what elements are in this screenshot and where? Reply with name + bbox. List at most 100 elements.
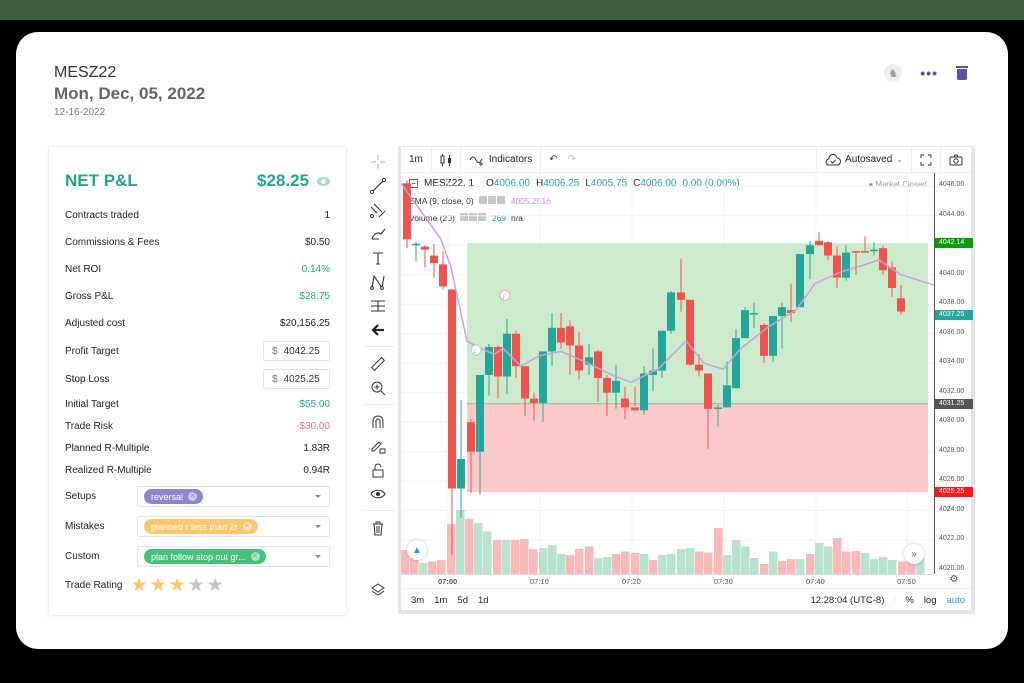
- brush-icon[interactable]: [368, 224, 388, 244]
- lock-drawing-icon[interactable]: [368, 436, 388, 456]
- custom-select[interactable]: plan follow stop out gr... ✕: [137, 546, 330, 567]
- mistake-tag: planned r less than 2r ✕: [144, 519, 258, 534]
- trading-chart: 1m Indicators ↶ ↷ Autosaved ⌄: [358, 146, 975, 614]
- crosshair-icon[interactable]: [368, 152, 388, 172]
- redo-icon[interactable]: ↷: [567, 154, 577, 165]
- stop-loss-row: Stop Loss $ 4025.25: [65, 369, 330, 389]
- net-pnl-title: NET P&L: [65, 171, 138, 190]
- price-tick: 4028.00: [939, 446, 965, 454]
- stat-value: $28.75: [299, 291, 330, 302]
- price-axis[interactable]: 4046.00 4044.00 4040.00 4038.00 4036.00 4034.…: [934, 173, 974, 574]
- entry-price-tag: 4031.25: [935, 398, 973, 409]
- undo-icon[interactable]: ↶: [549, 154, 558, 165]
- zoom-in-icon[interactable]: [368, 378, 388, 398]
- profit-target-input[interactable]: $ 4042.25: [263, 341, 330, 361]
- time-axis[interactable]: 07:00 07:10 07:20 07:30 07:40 07:50: [401, 574, 934, 588]
- trade-rating-label: Trade Rating: [65, 580, 123, 591]
- close-value: 4006.00: [640, 178, 677, 189]
- remove-tag-icon[interactable]: ✕: [188, 492, 198, 501]
- range-3m-button[interactable]: 3m: [411, 594, 425, 606]
- volume-legend: Volume (20) 269 n/a: [409, 213, 523, 223]
- stat-label: Initial Target: [65, 399, 119, 410]
- camera-icon[interactable]: [940, 146, 971, 173]
- legend-symbol[interactable]: MESZ22, 1: [424, 178, 475, 189]
- background: [0, 0, 1024, 20]
- profit-target-value: 4042.25: [283, 345, 320, 357]
- stat-label: Commissions & Fees: [65, 237, 160, 248]
- magnet-icon[interactable]: [368, 412, 388, 432]
- candle-type-icon[interactable]: [432, 146, 461, 173]
- unlock-icon[interactable]: [368, 460, 388, 480]
- stat-value: -$30.00: [296, 421, 330, 432]
- star-icon-filled[interactable]: ★: [168, 575, 186, 596]
- setups-select[interactable]: reversal ✕: [137, 486, 330, 507]
- range-1m-button[interactable]: 1m: [434, 594, 448, 606]
- star-icon-empty[interactable]: ★: [206, 575, 224, 596]
- stat-value: 1: [324, 210, 330, 221]
- back-arrow-icon[interactable]: [368, 320, 388, 340]
- more-options-button[interactable]: •••: [920, 65, 938, 81]
- chevron-down-icon[interactable]: [315, 555, 321, 558]
- indicators-button[interactable]: Indicators: [461, 146, 542, 173]
- stat-value: $0.50: [304, 237, 330, 248]
- toolbar-divider: [364, 510, 394, 511]
- trash-icon[interactable]: [368, 518, 388, 538]
- last-price-tag: 4037.25: [935, 310, 973, 321]
- header-actions: ♞ •••: [884, 64, 968, 82]
- scroll-to-realtime-button[interactable]: »: [904, 544, 924, 564]
- avatar[interactable]: ♞: [884, 64, 903, 82]
- fullscreen-icon[interactable]: [911, 146, 940, 173]
- trend-line-icon[interactable]: [368, 176, 388, 196]
- star-icon-empty[interactable]: ★: [187, 575, 205, 596]
- volume-value: 269: [491, 213, 507, 223]
- volume-label[interactable]: Volume (20): [409, 213, 455, 223]
- chevron-down-icon[interactable]: [315, 525, 321, 528]
- time-tick: 07:30: [714, 577, 733, 586]
- market-status-label: Market Closed: [875, 180, 927, 189]
- stat-row-contracts: Contracts traded 1: [65, 210, 330, 221]
- prediction-tool-icon[interactable]: [368, 296, 388, 316]
- stop-loss-value: 4025.25: [283, 373, 320, 385]
- range-5d-button[interactable]: 5d: [457, 594, 468, 606]
- delete-trash-icon[interactable]: [956, 66, 968, 80]
- pattern-tool-icon[interactable]: [368, 272, 388, 292]
- star-icon-filled[interactable]: ★: [130, 575, 148, 596]
- stat-label: Net ROI: [65, 264, 102, 275]
- trade-rating-stars[interactable]: ★ ★ ★ ★ ★: [130, 576, 223, 595]
- eye-icon[interactable]: [317, 176, 330, 186]
- stop-loss-input[interactable]: $ 4025.25: [263, 369, 330, 389]
- autosave-label: Autosaved: [845, 154, 893, 165]
- settings-gear-icon[interactable]: ⚙: [949, 574, 959, 585]
- mistakes-select[interactable]: planned r less than 2r ✕: [137, 516, 330, 537]
- percent-scale-toggle[interactable]: %: [905, 594, 914, 606]
- time-tick: 07:50: [897, 577, 916, 586]
- stat-row-commissions: Commissions & Fees $0.50: [65, 237, 330, 248]
- fib-tools-icon[interactable]: [368, 200, 388, 220]
- remove-tag-icon[interactable]: ✕: [242, 522, 252, 531]
- ruler-icon[interactable]: [368, 354, 388, 374]
- low-value: 4005.75: [590, 178, 628, 189]
- mistake-tag-label: planned r less than 2r: [151, 521, 238, 532]
- text-tool-icon[interactable]: [368, 248, 388, 268]
- stat-value: 0.14%: [301, 264, 330, 275]
- range-1d-button[interactable]: 1d: [477, 594, 489, 606]
- setups-label: Setups: [65, 491, 97, 502]
- price-plot[interactable]: ↓ ↓ ▲ »: [400, 173, 935, 574]
- interval-button[interactable]: 1m: [401, 146, 432, 173]
- change-value: 0.00 (0.00%): [682, 178, 740, 189]
- remove-tag-icon[interactable]: ✕: [250, 552, 260, 561]
- log-scale-toggle[interactable]: log: [923, 594, 937, 606]
- ema-label[interactable]: EMA (9, close, 0): [409, 196, 474, 206]
- tradingview-logo-icon[interactable]: ▲: [407, 540, 427, 560]
- star-icon-filled[interactable]: ★: [149, 575, 167, 596]
- auto-scale-toggle[interactable]: auto: [946, 594, 966, 606]
- eye-visibility-icon[interactable]: [368, 484, 388, 504]
- svg-text:↓: ↓: [473, 348, 477, 355]
- autosave-button[interactable]: Autosaved ⌄: [816, 146, 911, 173]
- net-pnl-amount: $28.25: [257, 171, 309, 190]
- chevron-down-icon[interactable]: [315, 495, 321, 498]
- layers-icon[interactable]: [368, 580, 388, 600]
- price-tick: 4032.00: [939, 387, 965, 395]
- open-key: O: [486, 178, 494, 189]
- price-tick: 4036.00: [939, 328, 965, 336]
